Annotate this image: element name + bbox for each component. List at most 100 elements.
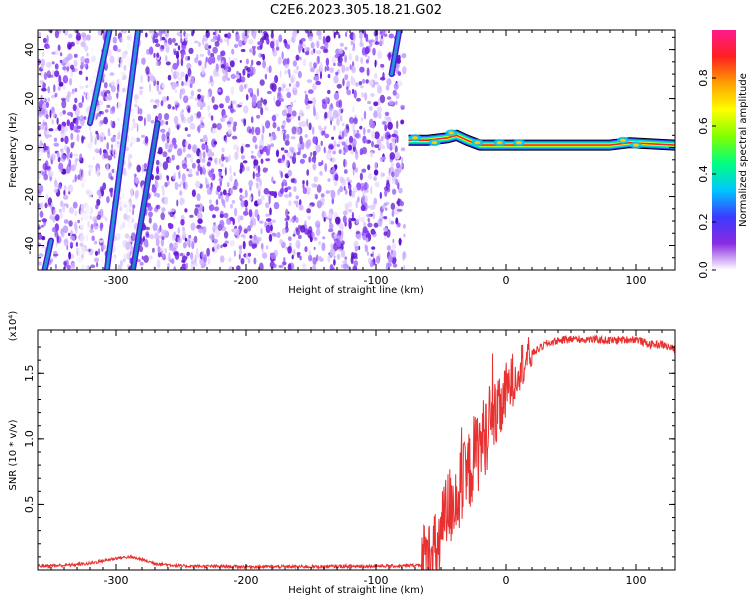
heatmap-cell <box>166 175 169 179</box>
heatmap-cell <box>261 252 268 259</box>
heatmap-cell <box>141 164 145 173</box>
heatmap-cell <box>335 48 340 55</box>
heatmap-cell <box>234 207 238 217</box>
heatmap-cell <box>46 145 50 155</box>
heatmap-cell <box>396 120 399 129</box>
heatmap-cell <box>374 162 378 170</box>
heatmap-cell <box>292 233 296 237</box>
heatmap-cell <box>398 187 403 194</box>
heatmap-cell <box>287 246 292 254</box>
heatmap-cell <box>366 205 370 209</box>
heatmap-cell <box>389 172 392 177</box>
heatmap-cell <box>236 78 242 83</box>
heatmap-cell <box>53 137 58 142</box>
heatmap-cell <box>76 125 82 129</box>
heatmap-cell <box>167 104 172 110</box>
heatmap-cell <box>216 185 221 193</box>
heatmap-cell <box>396 58 401 64</box>
heatmap-cell <box>252 48 256 56</box>
heatmap-cell <box>288 39 291 46</box>
heatmap-cell <box>264 221 267 228</box>
heatmap-cell <box>38 226 41 230</box>
heatmap-cell <box>261 36 266 40</box>
snr-y-multiplier: (x10⁴) <box>8 311 19 342</box>
heatmap-cell <box>325 150 329 155</box>
heatmap-noise-layer <box>38 30 407 270</box>
heatmap-cell <box>316 58 319 66</box>
heatmap-cell <box>155 61 159 66</box>
heatmap-cell <box>400 147 406 152</box>
heatmap-cell <box>96 214 102 220</box>
heatmap-cell <box>332 109 339 119</box>
heatmap-cell <box>308 122 312 131</box>
heatmap-cell <box>96 132 100 141</box>
heatmap-cell <box>53 84 56 93</box>
heatmap-cell <box>379 86 382 94</box>
heatmap-cell <box>290 178 295 183</box>
heatmap-cell <box>344 46 348 51</box>
heatmap-cell <box>331 198 335 205</box>
heatmap-cell <box>170 208 175 213</box>
heatmap-cell <box>208 204 215 212</box>
heatmap-cell <box>260 242 264 250</box>
heatmap-signal-blob-core <box>496 141 503 145</box>
heatmap-cell <box>286 91 292 99</box>
heatmap-streak <box>131 121 160 270</box>
heatmap-cell <box>140 57 146 65</box>
heatmap-cell <box>251 150 254 154</box>
heatmap-cell <box>284 149 289 154</box>
heatmap-cell <box>189 214 194 218</box>
heatmap-cell <box>315 228 321 236</box>
heatmap-cell <box>395 162 401 169</box>
heatmap-cell <box>152 222 158 232</box>
heatmap-cell <box>366 251 369 256</box>
heatmap-cell <box>286 160 290 165</box>
heatmap-cell <box>163 113 170 121</box>
heatmap-cell <box>141 134 146 138</box>
heatmap-cell <box>214 40 220 47</box>
heatmap-cell <box>362 226 368 234</box>
heatmap-cell <box>160 128 166 133</box>
heatmap-cell <box>174 42 178 46</box>
heatmap-cell <box>178 170 181 180</box>
heatmap-cell <box>359 66 365 73</box>
heatmap-cell <box>304 30 310 34</box>
heatmap-cell <box>165 55 168 62</box>
heatmap-cell <box>344 74 349 81</box>
heatmap-cell <box>320 193 325 198</box>
heatmap-cell <box>308 187 311 193</box>
heatmap-cell <box>98 191 102 199</box>
heatmap-cell <box>76 32 81 41</box>
heatmap-cell <box>318 241 321 246</box>
heatmap-cell <box>385 201 390 205</box>
heatmap-cell <box>401 156 404 164</box>
heatmap-cell <box>235 33 240 42</box>
heatmap-cell <box>53 188 58 193</box>
heatmap-cell <box>223 212 229 219</box>
heatmap-cell <box>80 61 85 66</box>
heatmap-cell <box>219 219 225 229</box>
heatmap-signal-blob-core <box>633 143 639 147</box>
heatmap-cell <box>340 108 344 113</box>
heatmap-cell <box>81 32 87 38</box>
heatmap-cell <box>167 149 172 153</box>
heatmap-cell <box>229 60 235 68</box>
heatmap-cell <box>383 186 389 191</box>
heatmap-cell <box>100 244 107 250</box>
heatmap-cell <box>70 132 74 141</box>
heatmap-cell <box>164 196 169 205</box>
heatmap-cell <box>260 228 263 235</box>
heatmap-cell <box>342 215 347 224</box>
heatmap-cell <box>220 175 224 179</box>
heatmap-cell <box>395 92 400 100</box>
heatmap-cell <box>380 76 386 81</box>
heatmap-cell <box>392 238 395 244</box>
heatmap-cell <box>162 151 168 158</box>
heatmap-cell <box>403 265 406 270</box>
heatmap-cell <box>293 215 297 221</box>
heatmap-cell <box>75 248 79 253</box>
heatmap-cell <box>184 127 188 132</box>
heatmap-cell <box>256 100 263 109</box>
heatmap-cell <box>298 234 302 240</box>
heatmap-cell <box>306 118 309 127</box>
